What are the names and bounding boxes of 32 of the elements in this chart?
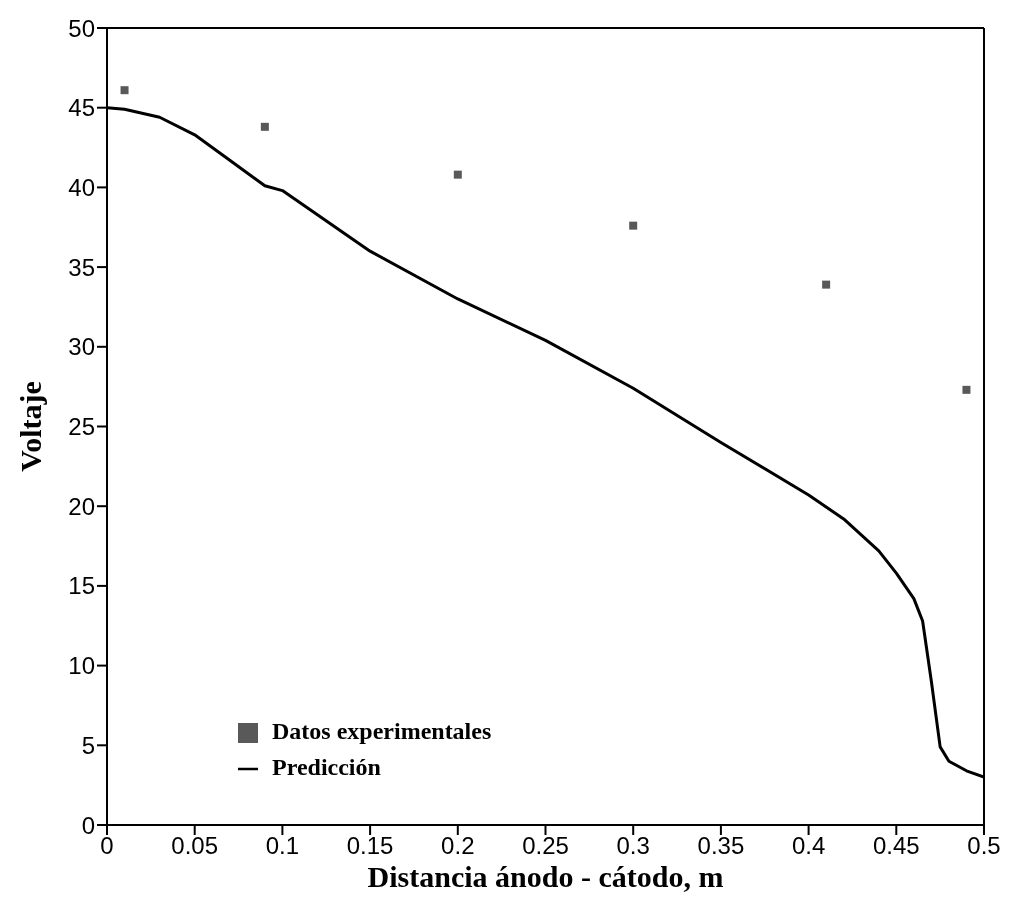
y-tick-label: 30 [68,333,95,361]
point [822,280,831,289]
y-tick-label: 45 [68,94,95,122]
y-tick-label: 20 [68,492,95,520]
x-tick-label: 0.5 [967,832,1001,860]
y-tick-label: 5 [81,731,95,759]
y-tick-label: 0 [81,811,95,839]
y-tick-label: 50 [68,14,95,42]
y-tick-label: 15 [68,572,95,600]
y-tick-label: 10 [68,652,95,680]
y-tick-label: 25 [68,413,95,441]
x-tick-label: 0.15 [346,832,394,860]
x-tick-label: 0.05 [171,832,219,860]
point [260,122,269,131]
x-tick-label: 0.2 [441,832,475,860]
point [120,86,129,95]
y-tick-label: 35 [68,253,95,281]
x-tick-label: 0.4 [791,832,826,860]
x-tick-label: 0.35 [697,832,745,860]
point [453,170,462,179]
x-tick-label: 0.45 [872,832,920,860]
point [629,221,638,230]
x-tick-label: 0.1 [265,832,300,860]
legend-label: Datos experimentales [272,718,492,744]
y-tick-label: 40 [68,173,95,201]
point [962,385,971,394]
x-axis-title: Distancia ánodo - cátodo, m [367,860,724,893]
x-tick-label: 0.25 [522,832,569,860]
x-tick-label: 0 [100,832,114,860]
x-tick-label: 0.3 [616,832,650,860]
y-axis-title: Voltaje [13,381,47,472]
legend-label: Predicción [272,754,381,780]
